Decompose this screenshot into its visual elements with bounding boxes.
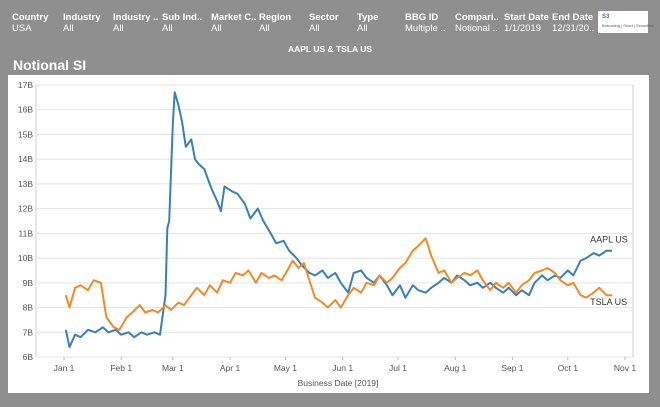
series-layer: AAPL US TSLA US [64,91,628,349]
filter-label: BBG ID [405,12,439,23]
x-tick-label: Mar 1 [162,363,184,373]
plot-border [35,84,634,358]
x-tick-label: Jan 1 [54,363,75,373]
filter-value: 1/1/2019 [504,23,541,34]
y-tick-label: 9B [23,278,34,288]
chart-title: Notional SI [13,57,87,73]
filter-value: USA [12,23,32,34]
filter-label: Sub Ind.. [162,12,203,23]
filter-value: All [309,23,320,34]
filter-1[interactable]: Industry All [63,12,100,34]
series-label: TSLA US [590,297,627,307]
y-tick-label: 17B [18,80,33,90]
filter-value: Multiple .. [405,23,446,34]
y-tick-label: 16B [18,105,33,115]
x-tick-label: Feb 1 [110,363,132,373]
x-tick-label: Apr 1 [220,363,241,373]
filter-label: End Date [552,12,594,23]
filter-label: Region [259,12,292,23]
x-tick-label: Jul 1 [389,363,407,373]
chart-subtitle: AAPL US & TSLA US [287,44,373,54]
filter-7[interactable]: Type All [357,12,378,34]
y-tick-label: 15B [18,129,33,139]
chart-panel: 6B 7B 8B 9B 10B 11B 12B 13B 14B 15B 16B 17B Jan 1 Fe… [8,75,649,393]
filter-value: All [357,23,368,34]
x-tick-label: Aug 1 [444,363,466,373]
logo-tagline: Borrowing | Short | Securities [602,23,654,28]
filter-value: All [113,23,124,34]
watermark: 雪球：漫步Ethan--投研笔记 [393,374,570,390]
y-tick-label: 14B [18,154,33,164]
filter-label: Type [357,12,379,23]
filter-label: Industry [63,12,101,23]
filter-3[interactable]: Sub Ind.. All [162,12,202,34]
grid [35,84,634,358]
filter-2[interactable]: Industry .. All [113,12,158,34]
series-line-aapl [64,91,613,349]
x-axis-title: Business Date [2019] [298,378,379,388]
filter-10[interactable]: Start Date 1/1/2019 [504,12,549,34]
filter-value: All [259,23,270,34]
filter-label: Industry .. [113,12,159,23]
filter-6[interactable]: Sector All [309,12,339,34]
series-label: AAPL US [590,235,628,245]
filter-5[interactable]: Region All [259,12,291,34]
filter-value: All [211,23,222,34]
filter-label: Country [12,12,49,23]
filter-value: 12/31/20.. [552,23,595,34]
line-chart: 6B 7B 8B 9B 10B 11B 12B 13B 14B 15B 16B 17B Jan 1 Fe… [18,80,636,390]
y-tick-label: 6B [23,352,34,362]
filter-value: All [63,23,74,34]
y-tick-label: 13B [18,179,33,189]
logo-mark: S3 [602,14,610,20]
filter-value: All [162,23,173,34]
series-line-tsla [64,237,613,331]
filter-bar: Country USA Industry All Industry .. All Sub I… [0,0,660,46]
x-tick-label: Oct 1 [558,363,579,373]
filter-value: Notional .. [455,23,498,34]
x-tick-label: May 1 [274,363,297,373]
y-axis: 6B 7B 8B 9B 10B 11B 12B 13B 14B 15B 16B 17B [18,80,33,362]
filter-8[interactable]: BBG ID Multiple .. [405,12,446,34]
logo: S3 Borrowing | Short | Securities [598,11,654,33]
filter-label: Compari.. [455,12,499,23]
filter-9[interactable]: Compari.. Notional .. [455,12,499,34]
filter-4[interactable]: Market C.. All [211,12,256,34]
y-tick-label: 12B [18,204,33,214]
filter-0[interactable]: Country USA [12,12,48,34]
y-tick-label: 8B [23,303,34,313]
filter-11[interactable]: End Date 12/31/20.. [552,12,594,34]
y-tick-label: 11B [19,228,34,238]
filter-label: Start Date [504,12,549,23]
y-tick-label: 7B [23,327,34,337]
filter-label: Sector [309,12,339,23]
y-tick-label: 10B [18,253,33,263]
x-tick-label: Sep 1 [501,363,523,373]
x-tick-label: Jun 1 [332,363,353,373]
x-tick-label: Nov 1 [614,363,636,373]
filter-label: Market C.. [211,12,257,23]
x-axis: Jan 1 Feb 1 Mar 1 Apr 1 May 1 Jun 1 Jul 1 Aug 1… [54,357,636,373]
